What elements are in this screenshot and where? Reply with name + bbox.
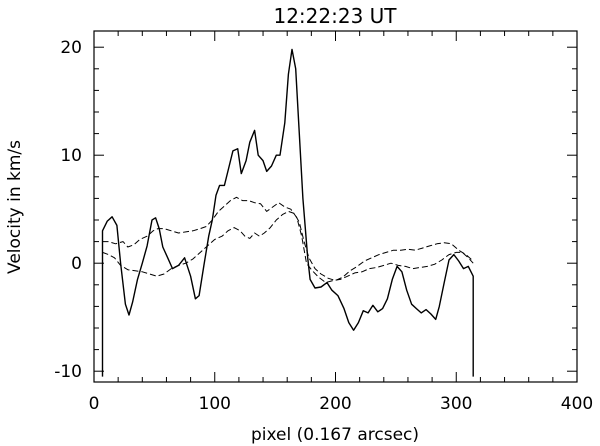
x-tick-label: 300 bbox=[440, 394, 472, 414]
series-line-1 bbox=[101, 48, 474, 377]
x-tick-label: 100 bbox=[199, 394, 231, 414]
y-tick-label: 20 bbox=[60, 38, 82, 58]
y-axis-label: Velocity in km/s bbox=[5, 140, 25, 274]
series-line-2 bbox=[102, 196, 474, 284]
y-tick-label: 10 bbox=[60, 146, 82, 166]
chart-title: 12:22:23 UT bbox=[273, 4, 397, 28]
plot-series bbox=[101, 48, 474, 377]
x-tick-label: 400 bbox=[561, 394, 593, 414]
x-tick-label: 0 bbox=[89, 394, 100, 414]
series-line-3 bbox=[102, 210, 474, 281]
y-tick-label: -10 bbox=[54, 362, 82, 382]
x-axis-label: pixel (0.167 arcsec) bbox=[251, 425, 419, 445]
axis-tick-labels: 0 100 200 300 400 -10 0 10 20 bbox=[54, 38, 593, 414]
axis-ticks bbox=[93, 31, 578, 382]
y-tick-label: 0 bbox=[71, 254, 82, 274]
x-tick-label: 200 bbox=[319, 394, 351, 414]
